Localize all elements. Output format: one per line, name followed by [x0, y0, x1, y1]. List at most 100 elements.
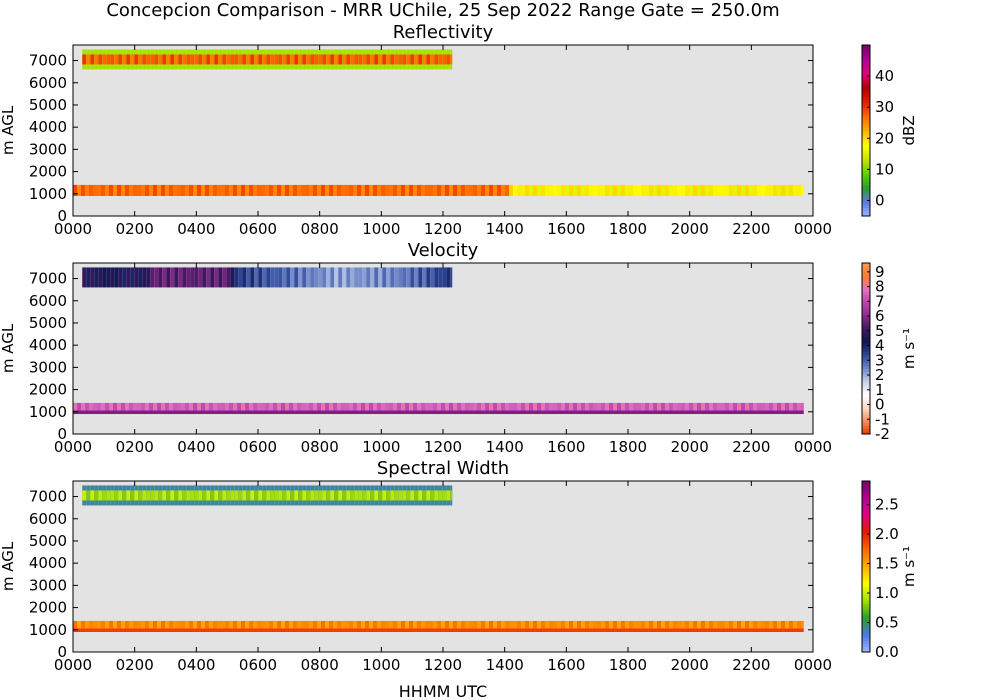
cell — [202, 54, 207, 65]
cell — [217, 410, 221, 415]
cell — [341, 620, 345, 629]
colorbar-swatch — [862, 201, 870, 206]
cell — [245, 410, 249, 415]
colorbar-swatch — [862, 282, 870, 287]
colorbar-swatch — [862, 362, 870, 367]
cell — [93, 620, 97, 629]
cell — [573, 410, 577, 415]
cell — [105, 410, 109, 415]
cell — [417, 410, 421, 415]
x-tick-label: 1800 — [609, 220, 647, 238]
cell — [493, 402, 497, 411]
cell — [125, 410, 129, 415]
cell — [389, 402, 393, 411]
cell — [77, 402, 81, 411]
cell — [561, 628, 565, 633]
cell — [757, 628, 761, 633]
cell — [645, 628, 649, 633]
cell — [349, 402, 353, 411]
cell — [333, 410, 337, 415]
cell — [330, 490, 335, 501]
cell — [705, 620, 709, 629]
cell — [449, 402, 453, 411]
cell — [565, 620, 569, 629]
colorbar-swatch — [862, 133, 870, 137]
cell — [453, 402, 457, 411]
colorbar-swatch — [862, 580, 870, 585]
cell — [597, 184, 601, 197]
cell — [361, 402, 365, 411]
cell — [349, 620, 353, 629]
cell — [249, 628, 253, 633]
cell — [414, 267, 419, 288]
cell — [669, 184, 673, 197]
cell — [126, 490, 131, 501]
colorbar-swatch — [862, 388, 870, 392]
cell — [117, 410, 121, 415]
cell — [769, 184, 773, 197]
cell — [457, 402, 461, 411]
cell — [446, 490, 451, 501]
cell — [801, 628, 804, 633]
cell — [149, 184, 153, 197]
cell — [358, 267, 363, 288]
cell — [753, 184, 757, 197]
cell — [229, 402, 233, 411]
cell — [553, 628, 557, 633]
cell — [753, 628, 757, 633]
colorbar-swatch — [862, 535, 870, 539]
cell — [409, 620, 413, 629]
cell — [417, 628, 421, 633]
cell — [593, 184, 597, 197]
cell — [749, 410, 753, 415]
cell — [301, 184, 305, 197]
cell — [697, 620, 701, 629]
colorbar-swatch — [862, 543, 870, 548]
x-tick-label: 1600 — [547, 220, 585, 238]
cell — [438, 267, 443, 288]
cell — [214, 54, 219, 65]
cell — [641, 628, 645, 633]
cell — [625, 620, 629, 629]
y-tick-label: 3000 — [29, 140, 67, 158]
cell — [561, 410, 565, 415]
colorbar-swatch — [862, 147, 870, 151]
cell — [525, 628, 529, 633]
cell — [429, 410, 433, 415]
colorbar-swatch — [862, 73, 870, 77]
cell — [289, 402, 293, 411]
colorbar-swatch — [862, 164, 870, 169]
cell — [673, 402, 677, 411]
cell — [713, 184, 717, 197]
cell — [257, 402, 261, 411]
cell — [549, 402, 553, 411]
colorbar-swatch — [862, 90, 870, 94]
cell — [294, 490, 299, 501]
cell — [93, 184, 97, 197]
cell — [437, 410, 441, 415]
colorbar-swatch — [862, 359, 870, 364]
panel-title: Velocity — [408, 240, 479, 261]
colorbar-swatch — [862, 213, 870, 217]
y-tick-label: 6000 — [29, 292, 67, 310]
layer-low_band — [73, 184, 804, 197]
cell — [245, 628, 249, 633]
y-tick-label: 7000 — [29, 270, 67, 288]
cell — [97, 620, 101, 629]
cell — [297, 410, 301, 415]
cell — [317, 410, 321, 415]
cell — [333, 184, 337, 197]
cell — [329, 628, 333, 633]
cell — [673, 628, 677, 633]
cell — [101, 628, 105, 633]
cell — [389, 184, 393, 197]
cell — [793, 402, 797, 411]
cell — [773, 620, 777, 629]
cell — [314, 267, 319, 288]
cell — [398, 490, 403, 501]
cell — [313, 620, 317, 629]
cell — [329, 184, 333, 197]
cell — [721, 628, 725, 633]
cell — [141, 620, 145, 629]
cell — [417, 402, 421, 411]
